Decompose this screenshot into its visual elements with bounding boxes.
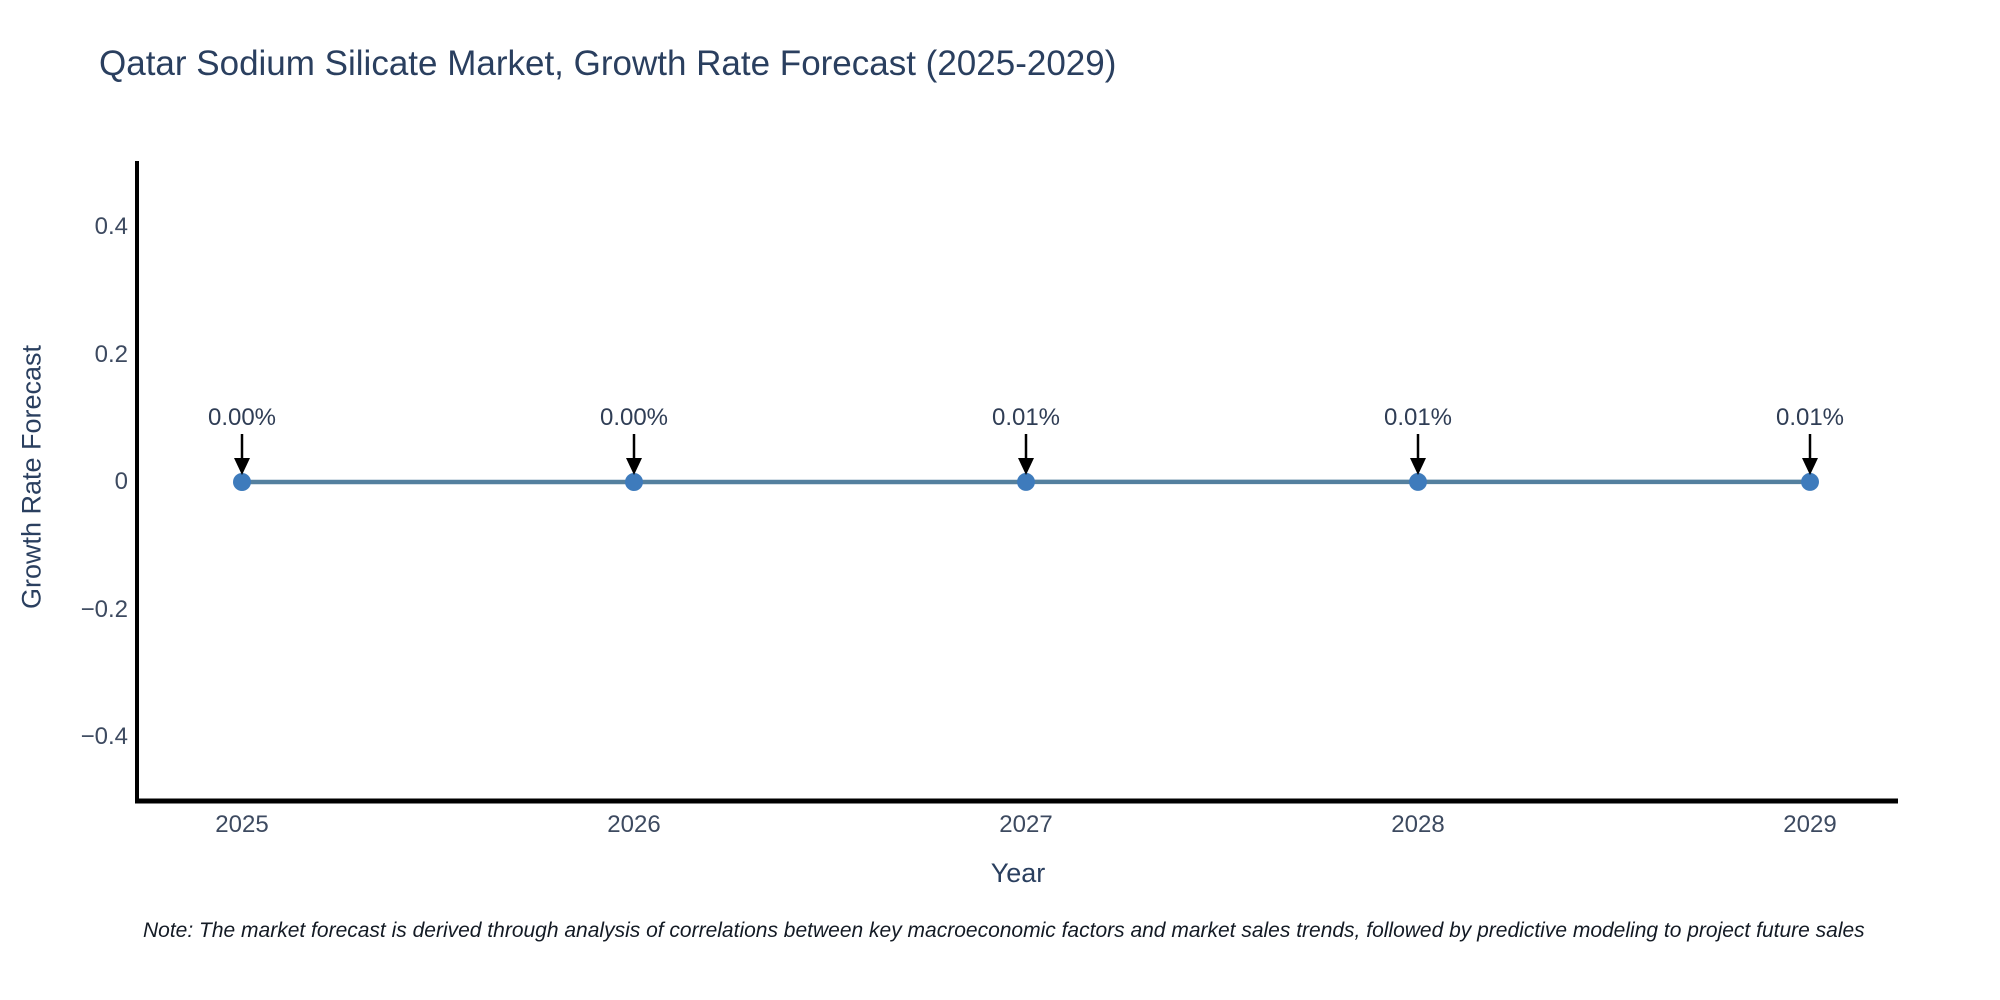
- data-point-annotation-label: 0.00%: [207, 404, 277, 431]
- y-tick-label: 0.4: [94, 213, 128, 240]
- data-point-marker: [625, 473, 643, 491]
- chart-title: Qatar Sodium Silicate Market, Growth Rat…: [99, 44, 1117, 83]
- data-point-marker: [233, 473, 251, 491]
- y-tick-label: −0.2: [80, 595, 128, 623]
- data-point-annotation-label: 0.01%: [991, 404, 1061, 431]
- annotation-arrow-head: [1410, 458, 1426, 475]
- x-tick-label: 2029: [1783, 811, 1837, 838]
- x-axis-title: Year: [990, 858, 1046, 888]
- x-tick-label: 2025: [215, 811, 269, 838]
- x-tick-label: 2027: [999, 811, 1053, 838]
- annotation-arrow-head: [1018, 458, 1034, 475]
- annotation-arrow-head: [1802, 458, 1818, 475]
- y-tick-label: 0.2: [94, 340, 128, 368]
- x-tick-label: 2028: [1391, 811, 1445, 838]
- annotation-arrow-head: [626, 458, 642, 475]
- data-point-annotation-label: 0.01%: [1775, 404, 1845, 431]
- y-tick-label: 0: [114, 468, 128, 495]
- data-point-annotation-label: 0.00%: [599, 404, 669, 431]
- x-tick-label: 2026: [607, 811, 661, 838]
- data-point-annotation-label: 0.01%: [1383, 404, 1453, 431]
- y-tick-label: −0.4: [80, 723, 128, 750]
- footnote: Note: The market forecast is derived thr…: [143, 919, 1865, 942]
- annotation-arrow-head: [234, 458, 250, 475]
- data-point-marker: [1017, 472, 1035, 491]
- data-point-marker: [1801, 472, 1819, 491]
- data-point-marker: [1409, 472, 1427, 491]
